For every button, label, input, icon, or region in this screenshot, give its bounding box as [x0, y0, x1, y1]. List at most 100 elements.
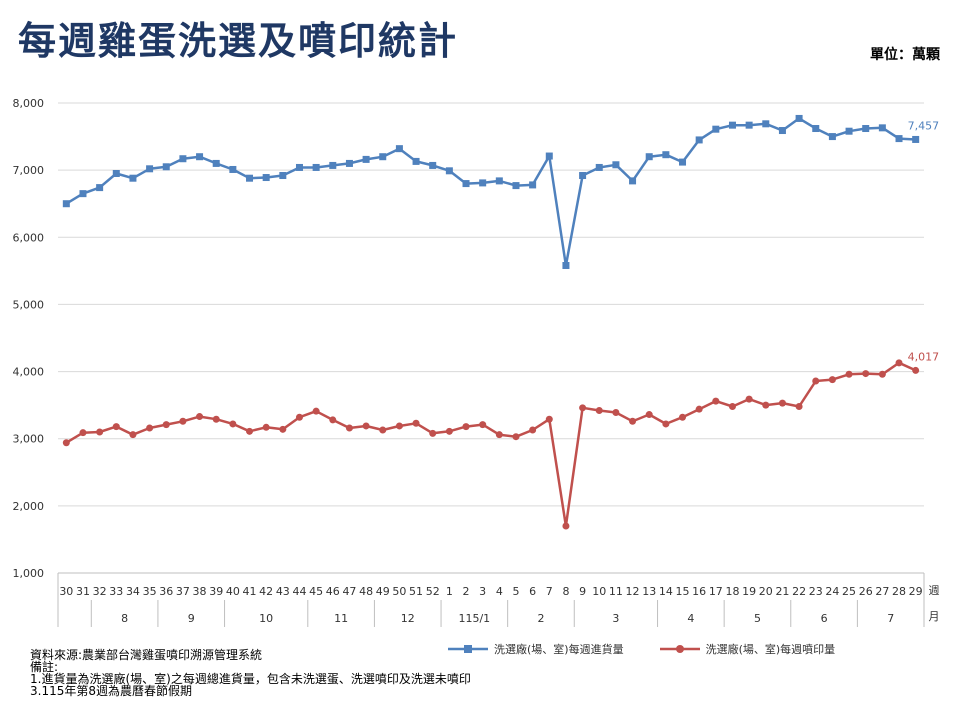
y-tick-label: 7,000: [13, 164, 45, 177]
series-1-point: [778, 399, 786, 407]
series-1-point: [712, 397, 720, 405]
series-0-point: [828, 133, 836, 141]
series-1-point: [329, 416, 337, 424]
series-1-point: [479, 421, 487, 429]
series-1-point: [878, 370, 886, 378]
series-0-point: [745, 121, 753, 129]
series-0-point: [312, 163, 320, 171]
x-tick-label: 41: [243, 585, 257, 598]
series-1-point: [395, 422, 403, 430]
x-tick-label: 16: [692, 585, 706, 598]
x-tick-label: 28: [892, 585, 906, 598]
x-tick-label: 13: [642, 585, 656, 598]
month-label: 115/1: [458, 612, 490, 625]
series-1-point: [629, 417, 637, 425]
series-0-point: [179, 155, 187, 163]
x-tick-label: 30: [59, 585, 73, 598]
x-tick-label: 37: [176, 585, 190, 598]
chart-notes: 資料來源:農業部台灣雞蛋噴印溯源管理系統 備註: 1.進貨量為洗選廠(場、室)之…: [30, 649, 471, 697]
legend-line-circle-icon: [659, 645, 700, 653]
y-tick-label: 1,000: [13, 567, 45, 580]
series-1-point: [312, 407, 320, 415]
x-tick-label: 5: [512, 585, 519, 598]
x-tick-label: 4: [496, 585, 503, 598]
x-tick-label: 33: [109, 585, 123, 598]
series-1-point: [146, 424, 154, 432]
series-1-point: [279, 425, 287, 433]
series-1-point: [429, 429, 437, 437]
series-0-last-label: 7,457: [908, 119, 940, 132]
series-0-point: [712, 125, 720, 133]
x-tick-label: 14: [659, 585, 673, 598]
series-0-point: [645, 153, 653, 161]
series-1-point: [862, 370, 870, 378]
x-tick-label: 36: [159, 585, 173, 598]
month-label: 2: [537, 612, 544, 625]
legend-label-intake: 洗選廠(場、室)每週進貨量: [494, 643, 624, 656]
series-1-point: [812, 377, 820, 385]
series-1-point: [579, 404, 587, 412]
series-1-point: [112, 423, 120, 431]
series-0-point: [679, 158, 687, 166]
series-0-point: [812, 125, 820, 133]
x-tick-label: 3: [479, 585, 486, 598]
month-label: 3: [612, 612, 619, 625]
x-axis-unit-month: 月: [929, 610, 940, 623]
series-0-point: [895, 135, 903, 143]
x-tick-label: 19: [742, 585, 756, 598]
series-0-point: [229, 165, 237, 173]
x-tick-label: 34: [126, 585, 140, 598]
legend-item-intake[interactable]: 洗選廠(場、室)每週進貨量: [448, 641, 624, 657]
month-label: 6: [821, 612, 828, 625]
series-1-point: [162, 421, 170, 429]
x-tick-label: 43: [276, 585, 290, 598]
y-tick-label: 5,000: [13, 298, 45, 311]
page-title: 每週雞蛋洗選及噴印統計: [18, 18, 459, 63]
x-tick-label: 1: [446, 585, 453, 598]
series-0-point: [329, 161, 337, 169]
series-1-point: [795, 402, 803, 410]
series-0-point: [579, 172, 587, 180]
series-0-point: [512, 182, 520, 190]
x-tick-label: 6: [529, 585, 536, 598]
series-1-last-label: 4,017: [908, 350, 940, 363]
series-1-point: [912, 366, 920, 374]
series-0-point: [495, 177, 503, 185]
series-0-point: [395, 145, 403, 153]
series-1-point: [462, 423, 470, 431]
series-0-point: [445, 167, 453, 175]
series-1-point: [495, 431, 503, 439]
series-0-point: [562, 261, 570, 269]
series-1-point: [545, 415, 553, 423]
series-0-point: [529, 181, 537, 189]
series-1-point: [445, 427, 453, 435]
x-tick-label: 22: [792, 585, 806, 598]
series-1-point: [595, 407, 603, 415]
series-0-point: [112, 170, 120, 177]
x-tick-label: 2: [463, 585, 470, 598]
series-0-point: [362, 155, 370, 163]
x-tick-label: 24: [825, 585, 839, 598]
remark-3: 3.115年第8週為農曆春節假期: [30, 684, 192, 698]
series-1-point: [262, 423, 270, 431]
series-1-point: [246, 427, 254, 435]
month-label: 4: [687, 612, 694, 625]
series-0-point: [912, 135, 920, 143]
series-1-point: [512, 433, 520, 441]
series-0-point: [479, 179, 487, 187]
x-tick-label: 29: [909, 585, 923, 598]
x-tick-label: 42: [259, 585, 273, 598]
x-tick-label: 44: [292, 585, 306, 598]
y-tick-label: 3,000: [13, 433, 45, 446]
series-0-point: [862, 125, 870, 133]
y-tick-label: 4,000: [13, 366, 45, 379]
x-tick-label: 46: [326, 585, 340, 598]
series-1-point: [662, 420, 670, 428]
series-line-1: [65, 361, 917, 528]
y-tick-label: 6,000: [13, 231, 45, 244]
series-1-point: [745, 395, 753, 403]
remark-header: 備註:: [30, 660, 59, 674]
x-tick-label: 17: [709, 585, 723, 598]
series-0-point: [345, 159, 353, 167]
legend-item-printed[interactable]: 洗選廠(場、室)每週噴印量: [659, 641, 835, 657]
